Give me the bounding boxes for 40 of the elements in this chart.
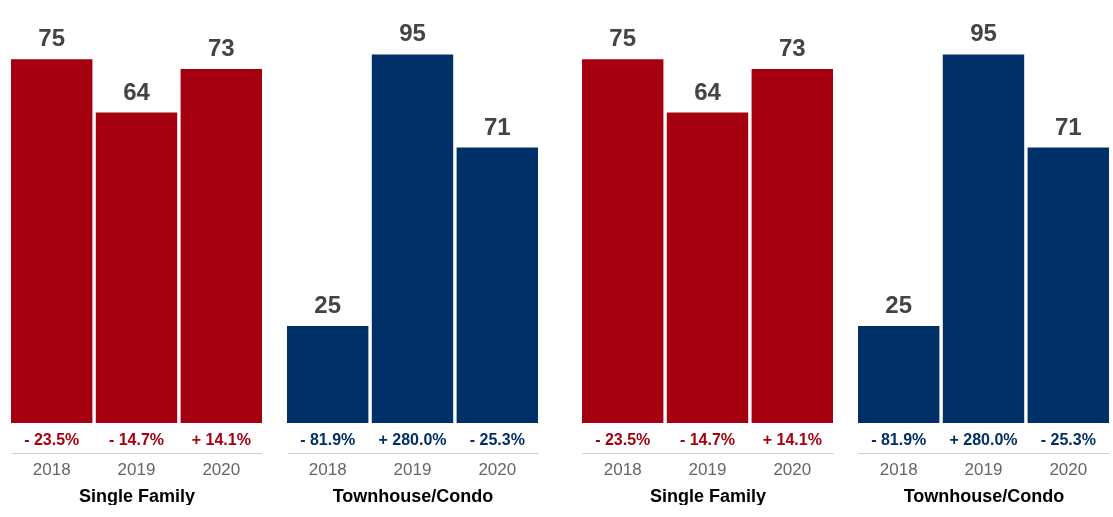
x-axis-title: Townhouse/Condo [903, 485, 1065, 506]
x-axis-title: Single Family [649, 485, 767, 506]
text: + 14.1% [762, 431, 822, 448]
text: + 280.0% [949, 431, 1018, 448]
x-tick-label: 2018 [32, 459, 71, 479]
x-tick-label: 2018 [603, 459, 642, 479]
text: - 23.5% [595, 431, 651, 448]
text: - 81.9% [871, 431, 927, 448]
data-label: 25 [885, 291, 913, 318]
text: - 25.3% [469, 431, 525, 448]
text: + 14.1% [191, 431, 251, 448]
data-label: 25 [314, 291, 342, 318]
x-tick-label: 2020 [202, 459, 241, 479]
text: - 25.3% [1040, 431, 1096, 448]
x-tick-label: 2020 [1049, 459, 1088, 479]
text: + 280.0% [378, 431, 447, 448]
x-tick-label: 2018 [879, 459, 918, 479]
x-tick-label: 2019 [117, 459, 156, 479]
x-tick-label: 2018 [308, 459, 347, 479]
text: - 81.9% [300, 431, 356, 448]
data-label: 71 [483, 112, 511, 140]
text: - 23.5% [24, 431, 80, 448]
data-label: 73 [778, 33, 806, 61]
text: - 14.7% [108, 431, 165, 448]
x-tick-label: 2019 [393, 459, 432, 479]
x-tick-label: 2020 [773, 459, 812, 479]
text: - 14.7% [679, 431, 736, 448]
data-label: 64 [123, 77, 151, 105]
data-label: 75 [609, 24, 637, 52]
data-label: 95 [399, 19, 426, 47]
x-tick-label: 2020 [478, 459, 517, 479]
data-label: 73 [207, 33, 235, 61]
data-label: 75 [38, 24, 66, 52]
x-tick-label: 2019 [964, 459, 1003, 479]
x-axis-title: Single Family [78, 485, 196, 506]
x-tick-label: 2019 [688, 459, 727, 479]
x-axis-title: Townhouse/Condo [332, 485, 494, 506]
data-label: 95 [970, 19, 997, 47]
data-label: 64 [694, 77, 722, 105]
data-label: 71 [1054, 112, 1082, 140]
